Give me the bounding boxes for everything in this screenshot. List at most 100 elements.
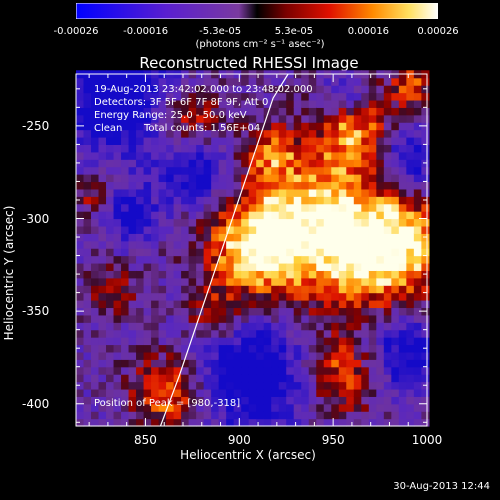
heatmap-cell <box>91 77 100 86</box>
heatmap-cell <box>421 174 430 183</box>
heatmap-cell <box>316 225 325 234</box>
heatmap-cell <box>128 300 137 309</box>
heatmap-cell <box>256 159 265 168</box>
heatmap-cell <box>308 314 317 323</box>
heatmap-cell <box>188 248 197 257</box>
heatmap-cell <box>376 136 385 145</box>
heatmap-cell <box>286 99 295 108</box>
heatmap-cell <box>136 85 145 94</box>
heatmap-cell <box>308 351 317 360</box>
heatmap-cell <box>323 181 332 190</box>
heatmap-cell <box>136 411 145 420</box>
heatmap-cell <box>391 396 400 405</box>
heatmap-cell <box>293 418 302 427</box>
heatmap-cell <box>181 129 190 138</box>
heatmap-cell <box>128 337 137 346</box>
heatmap-cell <box>196 144 205 153</box>
heatmap-cell <box>113 322 122 331</box>
heatmap-cell <box>331 292 340 301</box>
heatmap-cell <box>143 411 152 420</box>
heatmap-cell <box>173 329 182 338</box>
heatmap-cell <box>151 240 160 249</box>
heatmap-cell <box>278 129 287 138</box>
heatmap-cell <box>361 359 370 368</box>
heatmap-cell <box>211 181 220 190</box>
heatmap-cell <box>211 314 220 323</box>
heatmap-cell <box>143 136 152 145</box>
heatmap-cell <box>83 314 92 323</box>
heatmap-cell <box>121 181 130 190</box>
heatmap-cell <box>113 92 122 101</box>
heatmap-cell <box>143 211 152 220</box>
heatmap-cell <box>353 388 362 397</box>
heatmap-cell <box>136 218 145 227</box>
heatmap-cell <box>301 159 310 168</box>
heatmap-cell <box>218 218 227 227</box>
heatmap-cell <box>361 366 370 375</box>
heatmap-cell <box>143 396 152 405</box>
heatmap-cell <box>316 92 325 101</box>
heatmap-cell <box>121 403 130 412</box>
heatmap-cell <box>376 388 385 397</box>
heatmap-cell <box>308 233 317 242</box>
heatmap-cell <box>121 203 130 212</box>
heatmap-cell <box>421 359 430 368</box>
heatmap-cell <box>188 337 197 346</box>
heatmap-cell <box>218 240 227 249</box>
heatmap-cell <box>121 85 130 94</box>
heatmap-cell <box>106 174 115 183</box>
heatmap-cell <box>121 411 130 420</box>
heatmap-cell <box>398 255 407 264</box>
heatmap-cell <box>203 418 212 427</box>
heatmap-cell <box>173 255 182 264</box>
heatmap-cell <box>233 92 242 101</box>
heatmap-cell <box>188 196 197 205</box>
heatmap-cell <box>203 255 212 264</box>
heatmap-cell <box>203 203 212 212</box>
heatmap-cell <box>361 351 370 360</box>
heatmap-cell <box>338 233 347 242</box>
heatmap-cell <box>136 92 145 101</box>
heatmap-cell <box>98 270 107 279</box>
heatmap-cell <box>98 366 107 375</box>
heatmap-cell <box>256 351 265 360</box>
heatmap-cell <box>353 359 362 368</box>
heatmap-cell <box>331 329 340 338</box>
heatmap-cell <box>338 144 347 153</box>
heatmap-cell <box>158 166 167 175</box>
heatmap-cell <box>346 262 355 271</box>
heatmap-cell <box>413 188 422 197</box>
heatmap-cell <box>263 262 272 271</box>
heatmap-cell <box>316 136 325 145</box>
heatmap-cell <box>188 218 197 227</box>
heatmap-cell <box>181 122 190 131</box>
heatmap-cell <box>421 136 430 145</box>
heatmap-cell <box>181 188 190 197</box>
heatmap-cell <box>181 136 190 145</box>
heatmap-cell <box>211 300 220 309</box>
heatmap-cell <box>413 396 422 405</box>
heatmap-cell <box>263 144 272 153</box>
heatmap-cell <box>263 359 272 368</box>
heatmap-cell <box>136 292 145 301</box>
heatmap-cell <box>286 307 295 316</box>
heatmap-cell <box>106 181 115 190</box>
heatmap-cell <box>113 374 122 383</box>
heatmap-cell <box>83 151 92 160</box>
heatmap-cell <box>338 174 347 183</box>
heatmap-cell <box>383 366 392 375</box>
heatmap-cell <box>391 225 400 234</box>
heatmap-cell <box>308 292 317 301</box>
heatmap-cell <box>323 300 332 309</box>
heatmap-cell <box>361 374 370 383</box>
heatmap-cell <box>263 270 272 279</box>
heatmap-cell <box>316 85 325 94</box>
heatmap-cell <box>316 277 325 286</box>
heatmap-cell <box>323 285 332 294</box>
heatmap-cell <box>278 307 287 316</box>
annotation-peak: Position of Peak = [980,-318] <box>94 398 241 409</box>
heatmap-cell <box>106 329 115 338</box>
heatmap-cell <box>83 270 92 279</box>
heatmap-cell <box>256 292 265 301</box>
heatmap-cell <box>226 344 235 353</box>
